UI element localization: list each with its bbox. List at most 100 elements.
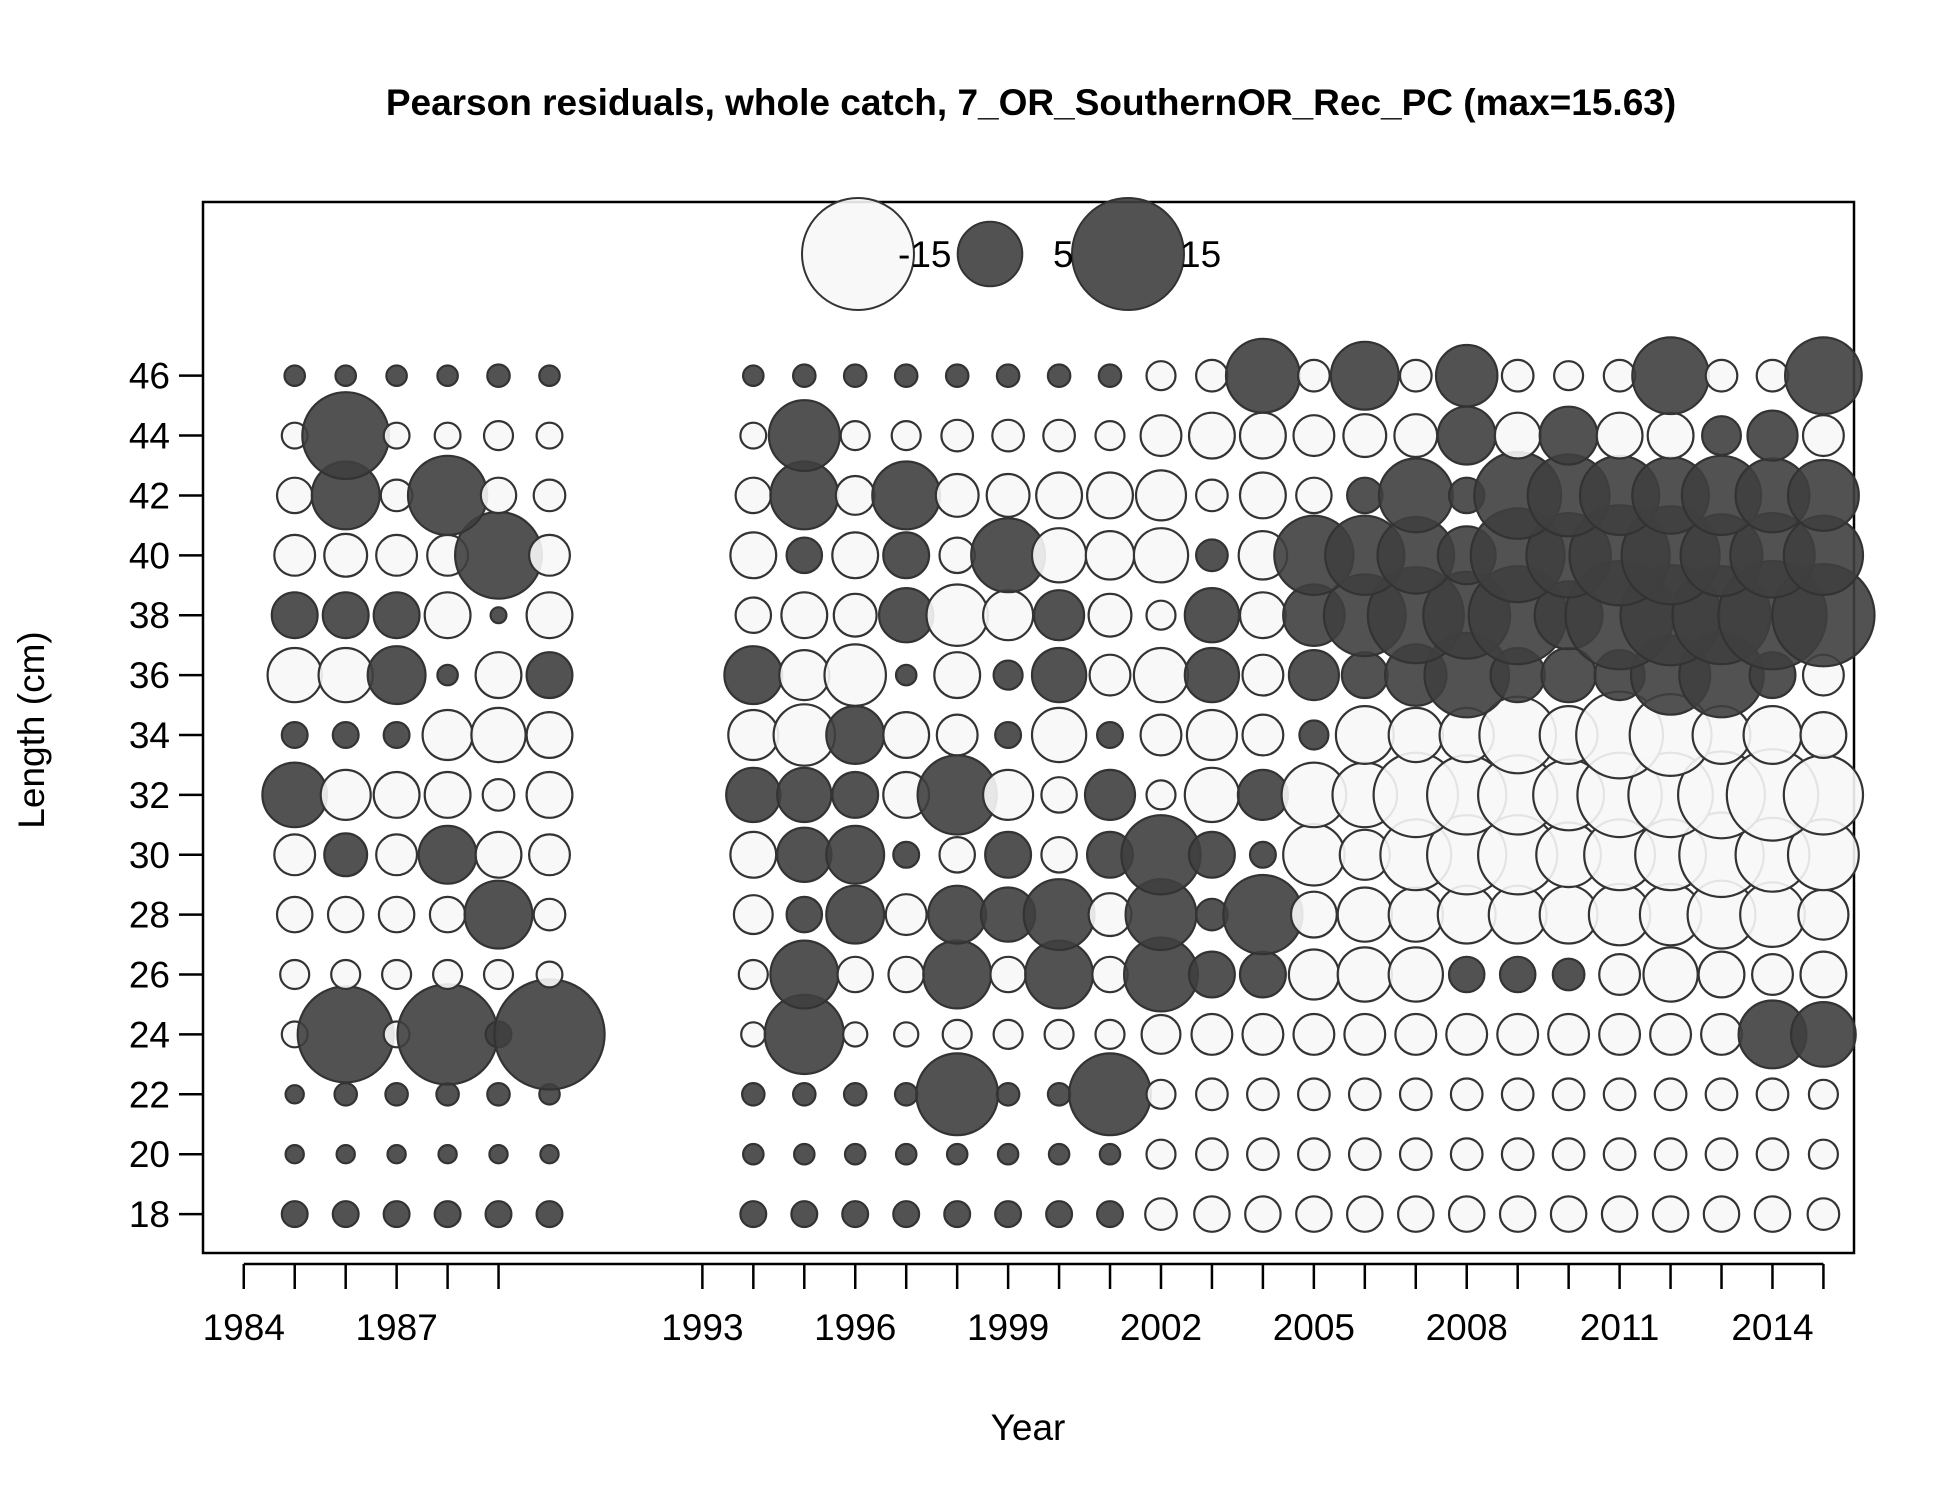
x-tick-label: 1984 bbox=[203, 1307, 285, 1348]
bubble bbox=[985, 472, 1031, 518]
bubble bbox=[1447, 1195, 1486, 1233]
bubble bbox=[1145, 1138, 1177, 1170]
bubble bbox=[1194, 358, 1229, 393]
bubble bbox=[275, 895, 314, 934]
bubble bbox=[333, 1082, 358, 1107]
bubble bbox=[273, 533, 317, 577]
bubble bbox=[1067, 1052, 1152, 1137]
bubble bbox=[996, 1142, 1020, 1166]
bubble bbox=[1342, 413, 1388, 459]
bubble bbox=[1194, 1077, 1229, 1112]
bubble bbox=[894, 663, 918, 687]
bubble bbox=[725, 766, 782, 824]
y-axis-label: Length (cm) bbox=[11, 631, 52, 828]
bubble bbox=[1134, 469, 1188, 522]
bubble bbox=[769, 939, 840, 1010]
bubble bbox=[319, 768, 372, 822]
bubble bbox=[1043, 1018, 1075, 1051]
bubble bbox=[981, 589, 1035, 642]
bubble bbox=[1245, 1137, 1280, 1172]
bubble bbox=[1241, 653, 1285, 697]
bubble bbox=[1030, 527, 1088, 584]
bubble bbox=[1098, 1142, 1122, 1166]
bubble bbox=[791, 1082, 817, 1107]
bubble bbox=[933, 651, 982, 700]
bubble bbox=[382, 421, 411, 450]
bubble bbox=[1700, 415, 1742, 457]
bubble bbox=[1289, 890, 1338, 939]
bubble bbox=[532, 897, 567, 932]
bubble bbox=[729, 531, 778, 580]
bubble bbox=[280, 1200, 309, 1229]
bubble bbox=[1032, 589, 1086, 642]
bubble bbox=[740, 1082, 766, 1107]
bubble bbox=[1799, 710, 1848, 759]
bubble bbox=[1753, 1195, 1792, 1233]
bubble bbox=[1552, 360, 1585, 392]
bubble bbox=[1600, 1195, 1639, 1233]
bubble-layer bbox=[261, 336, 1876, 1233]
bubble bbox=[375, 533, 419, 577]
bubble bbox=[1132, 527, 1190, 584]
bubble bbox=[1704, 358, 1739, 393]
bubble bbox=[437, 1143, 458, 1165]
bubble bbox=[1547, 1012, 1591, 1056]
legend-label: 15 bbox=[1180, 234, 1221, 275]
bubble bbox=[486, 1082, 511, 1107]
bubble bbox=[1187, 411, 1236, 460]
bubble bbox=[1347, 1077, 1382, 1112]
x-tick-label: 2002 bbox=[1120, 1307, 1202, 1348]
bubble bbox=[470, 706, 527, 764]
bubble bbox=[915, 1052, 1000, 1137]
bubble bbox=[1045, 1200, 1074, 1229]
bubble bbox=[1493, 411, 1542, 460]
bubble bbox=[727, 708, 780, 762]
y-tick-label: 44 bbox=[129, 416, 170, 457]
bubble bbox=[1183, 646, 1241, 704]
bubble bbox=[463, 879, 534, 950]
bubble bbox=[488, 1143, 509, 1165]
bubble bbox=[535, 960, 564, 989]
bubble bbox=[1651, 1195, 1690, 1233]
bubble bbox=[301, 391, 391, 481]
bubble bbox=[791, 363, 817, 388]
bubble bbox=[1083, 768, 1137, 822]
x-tick-label: 2008 bbox=[1426, 1307, 1508, 1348]
bubble bbox=[1746, 409, 1799, 462]
bubble bbox=[334, 364, 357, 387]
bubble bbox=[737, 958, 769, 991]
bubble bbox=[1183, 766, 1241, 824]
bubble bbox=[527, 533, 571, 577]
bubble bbox=[1449, 1077, 1484, 1112]
bubble bbox=[366, 645, 427, 706]
bubble bbox=[780, 591, 829, 640]
bubble bbox=[1194, 478, 1229, 513]
bubble bbox=[981, 768, 1035, 822]
y-tick-label: 42 bbox=[129, 475, 170, 516]
bubble bbox=[275, 476, 314, 515]
bubble bbox=[1498, 1195, 1537, 1233]
bubble bbox=[842, 1082, 868, 1107]
bubble bbox=[1598, 1012, 1642, 1056]
bubble bbox=[482, 420, 515, 452]
bubble bbox=[1801, 414, 1845, 458]
bubble bbox=[1145, 360, 1177, 392]
bubble bbox=[1295, 1195, 1333, 1233]
legend-label: -15 bbox=[898, 234, 951, 275]
bubble bbox=[992, 1018, 1024, 1051]
bubble bbox=[489, 606, 508, 625]
bubble bbox=[1387, 946, 1445, 1003]
bubble bbox=[989, 955, 1027, 994]
bubble bbox=[317, 646, 374, 704]
bubble bbox=[486, 363, 511, 388]
bubble bbox=[825, 704, 886, 765]
x-axis: 1984 1987 1993 1996 1999 2002 2005 2008 2011 2014 bbox=[203, 1262, 1825, 1348]
bubble bbox=[284, 1143, 305, 1165]
bubble bbox=[1287, 948, 1341, 1001]
y-tick-label: 40 bbox=[129, 535, 170, 576]
bubble bbox=[1030, 646, 1088, 704]
bubble bbox=[934, 472, 980, 518]
y-tick-label: 32 bbox=[129, 775, 170, 816]
bubble bbox=[1807, 1078, 1840, 1110]
bubble bbox=[1047, 1142, 1071, 1166]
